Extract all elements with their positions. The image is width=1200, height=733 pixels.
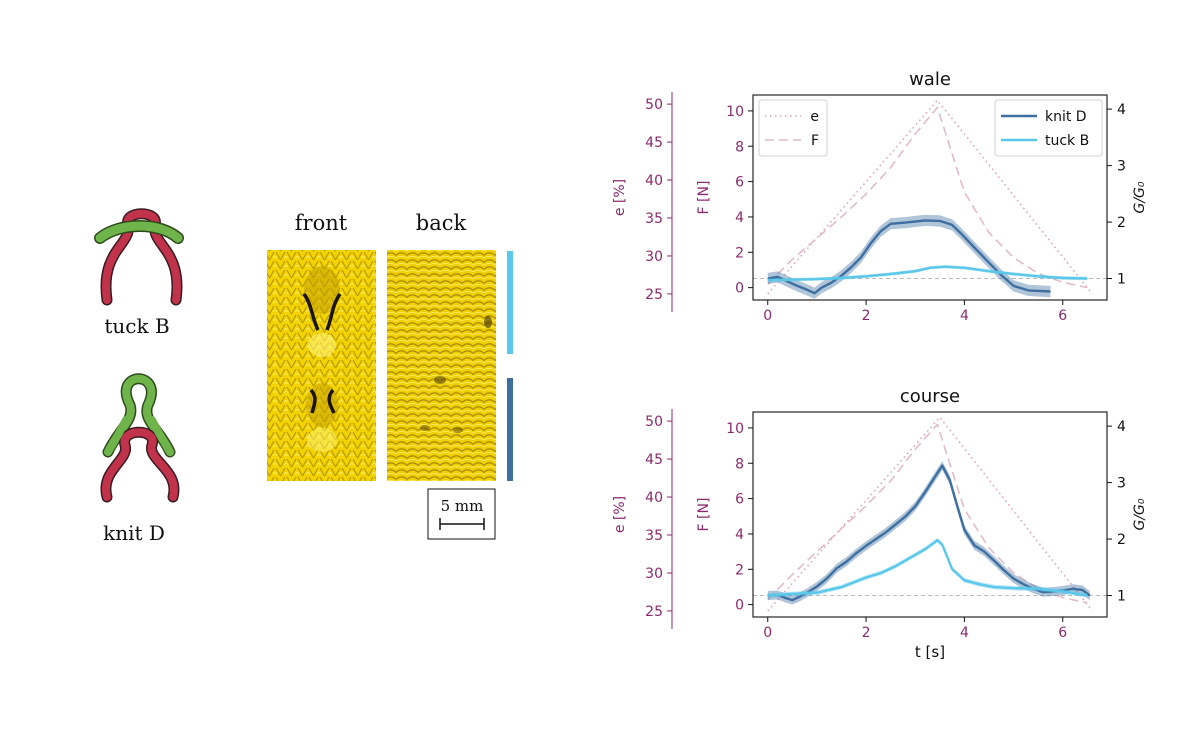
strain-tick-label: 50: [645, 414, 663, 430]
chart-title: wale: [909, 69, 951, 90]
force-tick-label: 0: [735, 598, 744, 614]
scale-bar: 5 mm: [427, 488, 496, 540]
legend-label: knit D: [1045, 109, 1087, 125]
ratio-tick-label: 4: [1117, 419, 1126, 435]
strain-tick-label: 30: [645, 566, 663, 582]
ratio-tick-label: 3: [1117, 159, 1126, 175]
strain-tick-label: 25: [645, 287, 663, 303]
knit-loop-diagram: [100, 373, 180, 503]
force-tick-label: 6: [735, 175, 744, 191]
tuck-label: tuck B: [104, 314, 169, 338]
ratio-tick-label: 2: [1117, 215, 1126, 231]
x-tick-label: 4: [960, 625, 969, 641]
strain-tick-label: 45: [645, 452, 663, 468]
x-tick-label: 0: [763, 308, 772, 324]
force-tick-label: 8: [735, 456, 744, 472]
x-tick-label: 6: [1058, 308, 1067, 324]
series-line-tuck-b: [767, 265, 1088, 282]
ratio-tick-label: 2: [1117, 532, 1126, 548]
series-line-tuck-b: [767, 539, 1088, 597]
force-tick-label: 8: [735, 139, 744, 155]
series-line-e: [767, 416, 1093, 612]
series-band-knit-d: [767, 214, 1051, 299]
force-tick-label: 10: [726, 421, 744, 437]
strain-tick-label: 40: [645, 490, 663, 506]
legend-left: [758, 99, 828, 157]
force-tick-label: 0: [735, 281, 744, 297]
chart-wale: wale 0 2 4 6 0 2 4 6 8 10 F [N] 25 30 35 40 45 50 e [%] 1 2 3…: [612, 69, 1148, 324]
force-tick-label: 4: [735, 527, 744, 543]
series-line-f: [767, 423, 1088, 604]
series-band-knit-d: [767, 461, 1090, 605]
x-axis-label: t [s]: [915, 643, 945, 661]
force-tick-label: 2: [735, 562, 744, 578]
series-line-knit-d: [767, 464, 1091, 602]
x-tick-label: 0: [763, 625, 772, 641]
ratio-axis-label: G/G₀: [1132, 181, 1148, 213]
series-line-f: [767, 106, 1088, 289]
series-line-knit-d: [767, 219, 1051, 295]
force-tick-label: 4: [735, 210, 744, 226]
legend-right: [994, 99, 1103, 157]
force-tick-label: 6: [735, 492, 744, 508]
tuck-loop-diagram: [94, 208, 184, 306]
force-axis-label: F [N]: [696, 181, 712, 215]
chart-title: course: [900, 386, 960, 407]
strain-tick-label: 40: [645, 173, 663, 189]
plot-frame: [752, 411, 1108, 618]
strain-tick-label: 35: [645, 211, 663, 227]
x-tick-label: 4: [960, 308, 969, 324]
front-label: front: [295, 211, 348, 235]
legend-label: F: [811, 133, 819, 149]
force-axis-label: F [N]: [696, 498, 712, 532]
x-tick-label: 2: [862, 625, 871, 641]
knit-indicator-bar: [507, 378, 513, 481]
strain-tick-label: 30: [645, 249, 663, 265]
back-photo: [387, 250, 496, 481]
tuck-indicator-bar: [507, 251, 513, 354]
strain-tick-label: 35: [645, 528, 663, 544]
plot-frame: [752, 94, 1108, 301]
force-tick-label: 10: [726, 104, 744, 120]
knit-label: knit D: [103, 521, 165, 545]
ratio-tick-label: 3: [1117, 476, 1126, 492]
ratio-tick-label: 1: [1117, 589, 1126, 605]
ratio-tick-label: 1: [1117, 272, 1126, 288]
back-label: back: [416, 211, 467, 235]
legend-label: e: [810, 109, 819, 125]
scale-bar-label: 5 mm: [441, 497, 484, 515]
front-photo: [267, 250, 376, 481]
x-tick-label: 6: [1058, 625, 1067, 641]
ratio-tick-label: 4: [1117, 102, 1126, 118]
chart-course: course 0 2 4 6 t [s] 0 2 4 6 8 10 F [N] 25 30 35 40 45 50 e…: [612, 386, 1148, 661]
ratio-axis-label: G/G₀: [1132, 498, 1148, 530]
series-band-tuck-b: [767, 537, 1088, 598]
strain-tick-label: 50: [645, 97, 663, 113]
strain-tick-label: 25: [645, 604, 663, 620]
series-line-e: [767, 99, 1093, 295]
strain-axis-label: e [%]: [612, 179, 628, 216]
strain-tick-label: 45: [645, 135, 663, 151]
force-tick-label: 2: [735, 245, 744, 261]
x-tick-label: 2: [862, 308, 871, 324]
legend-label: tuck B: [1045, 133, 1089, 149]
strain-axis-label: e [%]: [612, 496, 628, 533]
